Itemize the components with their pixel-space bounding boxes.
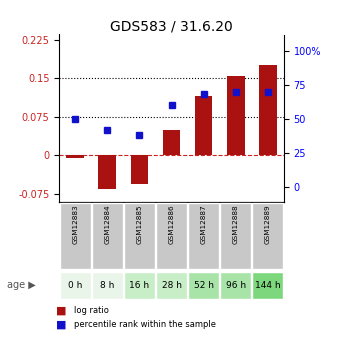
Text: 16 h: 16 h	[129, 281, 149, 290]
Bar	[156, 203, 187, 269]
Bar	[252, 203, 283, 269]
Text: ■: ■	[56, 306, 66, 315]
Bar	[60, 272, 91, 299]
Bar	[60, 203, 91, 269]
Title: GDS583 / 31.6.20: GDS583 / 31.6.20	[110, 19, 233, 33]
Bar	[188, 272, 219, 299]
Text: 144 h: 144 h	[255, 281, 281, 290]
Bar	[92, 203, 123, 269]
Text: 8 h: 8 h	[100, 281, 115, 290]
Bar	[124, 272, 155, 299]
Text: GSM12885: GSM12885	[137, 204, 142, 244]
Bar	[98, 156, 116, 189]
Text: percentile rank within the sample: percentile rank within the sample	[74, 320, 216, 329]
Bar	[124, 203, 155, 269]
Bar	[252, 272, 283, 299]
Text: 96 h: 96 h	[226, 281, 246, 290]
Text: ■: ■	[56, 319, 66, 329]
Bar	[130, 156, 148, 184]
Bar	[156, 272, 187, 299]
Text: log ratio: log ratio	[74, 306, 109, 315]
Text: age ▶: age ▶	[7, 280, 35, 290]
Text: GSM12884: GSM12884	[104, 204, 110, 244]
Bar	[66, 156, 84, 158]
Text: GSM12887: GSM12887	[201, 204, 207, 244]
Bar	[220, 272, 251, 299]
Bar	[188, 203, 219, 269]
Bar	[163, 130, 180, 156]
Text: GSM12886: GSM12886	[169, 204, 174, 244]
Bar	[259, 66, 277, 156]
Bar	[227, 76, 245, 156]
Text: 52 h: 52 h	[194, 281, 214, 290]
Text: 0 h: 0 h	[68, 281, 82, 290]
Bar	[92, 272, 123, 299]
Bar	[195, 96, 213, 156]
Text: 28 h: 28 h	[162, 281, 182, 290]
Text: GSM12888: GSM12888	[233, 204, 239, 244]
Text: GSM12889: GSM12889	[265, 204, 271, 244]
Bar	[220, 203, 251, 269]
Text: GSM12883: GSM12883	[72, 204, 78, 244]
